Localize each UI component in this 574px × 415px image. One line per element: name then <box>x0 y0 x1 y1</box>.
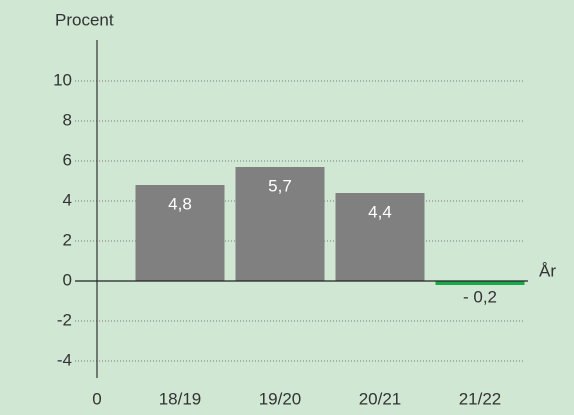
x-tick-label: 18/19 <box>159 389 202 408</box>
bar <box>135 185 225 281</box>
y-tick-label: -2 <box>57 310 72 329</box>
value-label: 4,4 <box>368 202 392 221</box>
x-tick-label: 19/20 <box>259 389 302 408</box>
y-tick-label: 0 <box>63 270 72 289</box>
y-tick-label: 10 <box>53 70 72 89</box>
y-tick-label: 2 <box>63 230 72 249</box>
y-tick-label: 4 <box>63 190 72 209</box>
y-axis-label: Procent <box>55 10 114 29</box>
bar <box>435 281 525 285</box>
x-axis-label: År <box>539 261 556 280</box>
x-tick-label: 21/22 <box>459 389 502 408</box>
y-tick-label: 6 <box>63 150 72 169</box>
x-tick-label: 20/21 <box>359 389 402 408</box>
value-label: 4,8 <box>168 194 192 213</box>
bar <box>235 167 325 281</box>
value-label: 5,7 <box>268 176 292 195</box>
y-tick-label: -4 <box>57 350 72 369</box>
value-label: - 0,2 <box>463 287 497 306</box>
bar <box>335 193 425 281</box>
y-tick-label: 8 <box>63 110 72 129</box>
x-origin-label: 0 <box>92 389 101 408</box>
